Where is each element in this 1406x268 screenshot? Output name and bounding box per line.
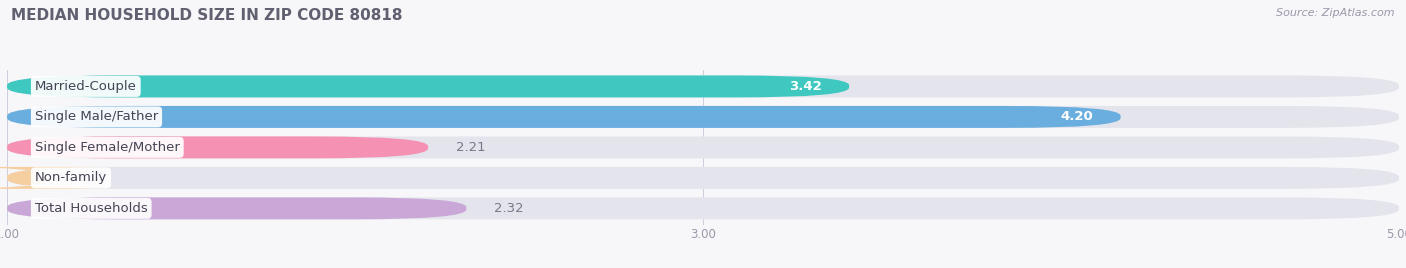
Text: Total Households: Total Households — [35, 202, 148, 215]
Text: Single Female/Mother: Single Female/Mother — [35, 141, 180, 154]
Text: Source: ZipAtlas.com: Source: ZipAtlas.com — [1277, 8, 1395, 18]
Text: Single Male/Father: Single Male/Father — [35, 110, 157, 124]
FancyBboxPatch shape — [7, 106, 1121, 128]
FancyBboxPatch shape — [7, 76, 1399, 97]
FancyBboxPatch shape — [7, 76, 849, 97]
FancyBboxPatch shape — [7, 136, 427, 158]
FancyBboxPatch shape — [7, 136, 1399, 158]
Text: 1.12: 1.12 — [77, 171, 107, 184]
Text: 3.42: 3.42 — [789, 80, 821, 93]
Text: 4.20: 4.20 — [1060, 110, 1092, 124]
FancyBboxPatch shape — [7, 106, 1399, 128]
FancyBboxPatch shape — [0, 167, 120, 189]
FancyBboxPatch shape — [7, 198, 467, 219]
Text: 2.32: 2.32 — [495, 202, 524, 215]
FancyBboxPatch shape — [7, 167, 1399, 189]
Text: Non-family: Non-family — [35, 171, 107, 184]
Text: MEDIAN HOUSEHOLD SIZE IN ZIP CODE 80818: MEDIAN HOUSEHOLD SIZE IN ZIP CODE 80818 — [11, 8, 402, 23]
FancyBboxPatch shape — [7, 198, 1399, 219]
Text: 2.21: 2.21 — [456, 141, 485, 154]
Text: Married-Couple: Married-Couple — [35, 80, 136, 93]
